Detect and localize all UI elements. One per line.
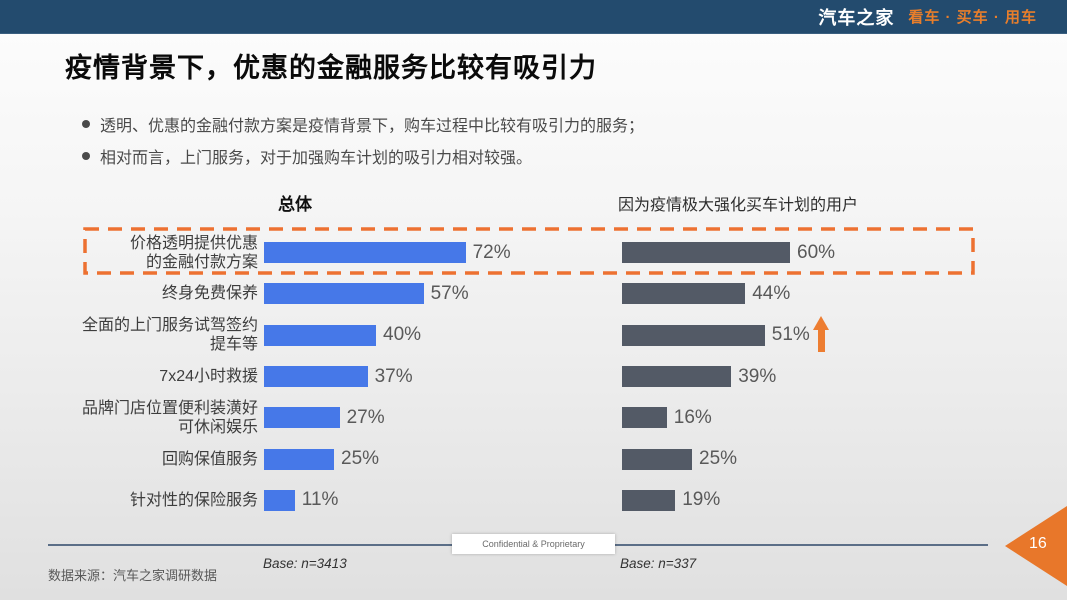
bar-overall [264, 324, 376, 346]
bar-strengthened [622, 283, 746, 305]
bar-strengthened [622, 407, 667, 429]
bar-value: 51% [771, 324, 810, 346]
bar-overall [264, 242, 466, 264]
right-bar-group: 60% [622, 232, 835, 273]
bar-overall [264, 283, 424, 305]
bullet-text: 相对而言，上门服务，对于加强购车计划的吸引力相对较强。 [100, 150, 533, 167]
bar-strengthened [622, 324, 765, 346]
bar-chart: 价格透明提供优惠 的金融付款方案 72% 60% 终身免费保养 57% 44% … [0, 232, 1067, 521]
bar-strengthened [622, 366, 732, 388]
bar-overall [264, 448, 334, 470]
chart-row: 品牌门店位置便利装潢好 可休闲娱乐 27% 16% [0, 397, 1067, 438]
category-label: 价格透明提供优惠 的金融付款方案 [129, 234, 258, 271]
bar-strengthened [622, 448, 692, 470]
right-bar-group: 39% [622, 356, 776, 397]
category-label: 回购保值服务 [161, 450, 258, 468]
right-bar-group: 44% [622, 273, 790, 314]
bar-value: 25% [341, 448, 380, 470]
right-bar-group: 25% [622, 438, 737, 479]
bar-value: 44% [752, 282, 791, 304]
bar-overall [264, 489, 295, 511]
chart-row: 7x24小时救援 37% 39% [0, 356, 1067, 397]
category-label: 7x24小时救援 [159, 368, 258, 386]
right-bar-group: 19% [622, 480, 720, 521]
category-label: 品牌门店位置便利装潢好 可休闲娱乐 [81, 399, 258, 436]
bar-value: 19% [682, 489, 721, 511]
category-label: 全面的上门服务试驾签约 提车等 [81, 317, 258, 354]
bar-value: 11% [301, 489, 339, 511]
bar-value: 37% [374, 365, 413, 387]
chart-row: 全面的上门服务试驾签约 提车等 40% 51% [0, 315, 1067, 356]
right-bar-group: 16% [622, 397, 712, 438]
bullet-dot-icon [82, 152, 90, 160]
bullet-item: 相对而言，上门服务，对于加强购车计划的吸引力相对较强。 [82, 140, 644, 172]
bullet-item: 透明、优惠的金融付款方案是疫情背景下，购车过程中比较有吸引力的服务； [82, 108, 644, 140]
series-header-overall: 总体 [278, 195, 312, 214]
chart-row: 回购保值服务 25% 25% [0, 438, 1067, 479]
bar-value: 25% [699, 448, 738, 470]
bar-overall [264, 407, 340, 429]
chart-row: 终身免费保养 57% 44% [0, 273, 1067, 314]
bullet-list: 透明、优惠的金融付款方案是疫情背景下，购车过程中比较有吸引力的服务； 相对而言，… [82, 108, 644, 172]
base-note-overall: Base: n=3413 [263, 556, 347, 571]
bar-value: 27% [346, 406, 385, 428]
chart-row: 价格透明提供优惠 的金融付款方案 72% 60% [0, 232, 1067, 273]
confidential-label: Confidential & Proprietary [452, 534, 615, 554]
category-label: 终身免费保养 [161, 285, 258, 303]
arrow-stem [817, 330, 825, 353]
bar-value: 16% [673, 406, 712, 428]
bullet-dot-icon [82, 120, 90, 128]
category-label: 针对性的保险服务 [129, 491, 258, 509]
base-note-strengthened: Base: n=337 [620, 556, 697, 571]
right-bar-group: 51% [622, 315, 830, 356]
top-brand-bar: 汽车之家 看车 · 买车 · 用车 [0, 0, 1067, 34]
brand-tagline: 看车 · 买车 · 用车 [908, 9, 1037, 26]
series-header-strengthened-users: 因为疫情极大强化买车计划的用户 [618, 197, 859, 214]
page-title: 疫情背景下，优惠的金融服务比较有吸引力 [65, 53, 597, 83]
arrow-head [813, 316, 830, 331]
bar-overall [264, 366, 368, 388]
bar-strengthened [622, 242, 790, 264]
data-source-note: 数据来源：汽车之家调研数据 [48, 568, 218, 583]
page-number: 16 [1029, 535, 1047, 552]
bar-value: 57% [430, 282, 469, 304]
bar-strengthened [622, 489, 676, 511]
bar-value: 39% [738, 365, 777, 387]
bullet-text: 透明、优惠的金融付款方案是疫情背景下，购车过程中比较有吸引力的服务； [100, 118, 645, 135]
bar-value: 40% [383, 324, 422, 346]
chart-row: 针对性的保险服务 11% 19% [0, 480, 1067, 521]
brand-logo: 汽车之家 [818, 7, 895, 28]
bar-value: 60% [797, 241, 836, 263]
bar-value: 72% [472, 241, 511, 263]
increase-arrow-icon [813, 316, 830, 354]
